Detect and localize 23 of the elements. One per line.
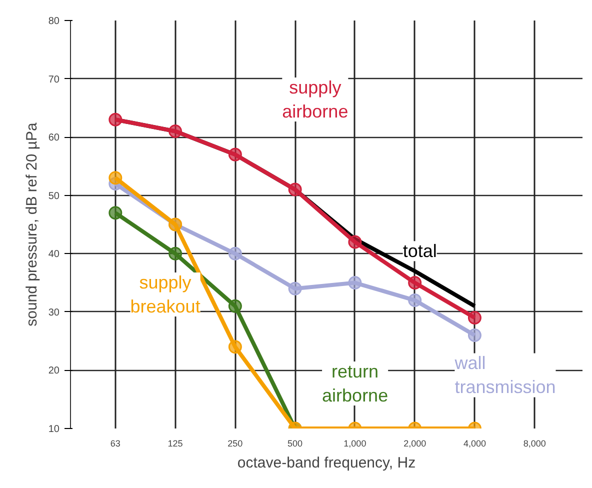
y-tick-label: 50 — [48, 190, 60, 202]
y-tick-label: 70 — [48, 74, 60, 86]
series-label: wall transmission — [454, 353, 556, 398]
x-tick-label: 63 — [110, 438, 120, 448]
x-tick-label: 500 — [288, 438, 303, 448]
y-tick-label: 60 — [48, 132, 60, 144]
y-tick-label: 30 — [48, 307, 60, 318]
x-tick-label: 125 — [168, 438, 183, 448]
y-tick-label: 40 — [48, 249, 60, 260]
x-tick-label: 2,000 — [404, 438, 426, 448]
y-tick-label: 20 — [48, 366, 60, 377]
x-tick-label: 250 — [228, 438, 243, 448]
y-axis-title: sound pressure, dB ref 20 µPa — [23, 122, 40, 326]
series-label: total — [402, 241, 437, 262]
series-label: supply breakout — [130, 272, 200, 316]
text: supply airborne — [282, 78, 348, 122]
series-label: return airborne — [322, 362, 388, 406]
x-tick-label: 8,000 — [523, 438, 546, 448]
x-tick-label: 1,000 — [344, 438, 366, 448]
x-tick-label: 4,000 — [463, 438, 486, 448]
y-tick-label: 10 — [48, 424, 60, 435]
y-tick-label: 80 — [48, 16, 60, 27]
x-axis-title: octave-band frequency, Hz — [237, 454, 416, 472]
